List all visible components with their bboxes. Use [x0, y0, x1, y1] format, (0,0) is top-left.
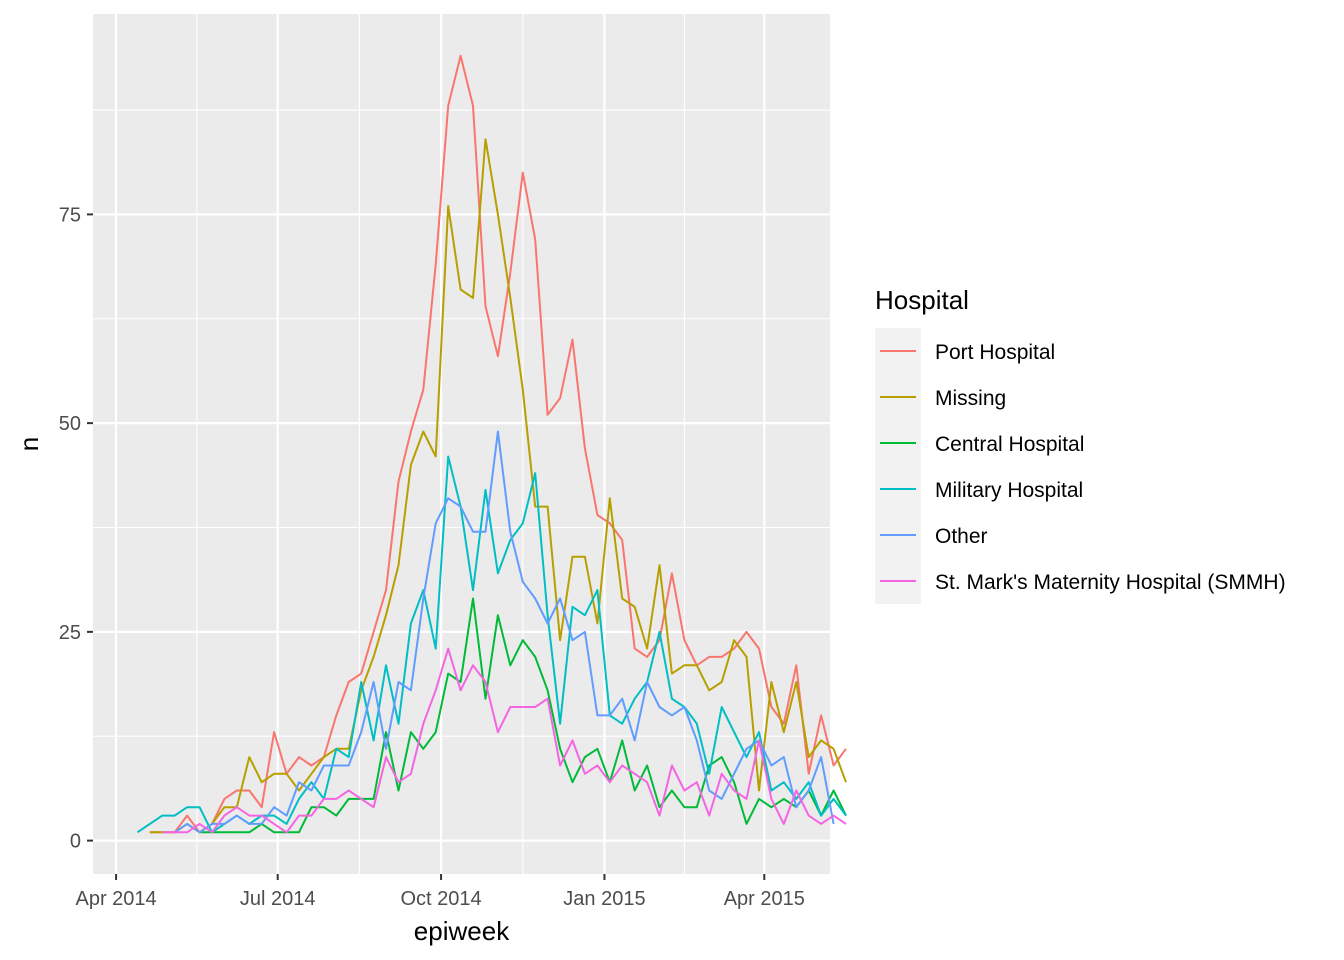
x-tick-label: Jul 2014 — [240, 888, 316, 910]
series-line-missing — [149, 138, 847, 834]
legend-label-central-hospital: Central Hospital — [935, 433, 1084, 456]
legend-label-port-hospital: Port Hospital — [935, 341, 1055, 364]
x-tick-label: Oct 2014 — [400, 888, 481, 910]
y-axis-title: n — [14, 437, 44, 451]
legend-title: Hospital — [875, 285, 969, 315]
legend-label-other: Other — [935, 525, 988, 548]
legend-label-st-mark-s-maternity-hospital-smmh: St. Mark's Maternity Hospital (SMMH) — [935, 571, 1286, 594]
y-tick-label: 0 — [70, 831, 81, 853]
series-line-military-hospital — [136, 455, 847, 834]
y-tick-label: 75 — [59, 204, 81, 226]
legend-items: Port Hospital Missing Central Hospital Mili… — [880, 341, 1286, 594]
x-axis-title: epiweek — [414, 916, 510, 946]
x-tick-label: Apr 2015 — [724, 888, 805, 910]
legend-label-military-hospital: Military Hospital — [935, 479, 1083, 502]
legend-key-background — [875, 328, 921, 604]
legend-label-missing: Missing — [935, 387, 1006, 410]
x-axis: Apr 2014 Jul 2014 Oct 2014 Jan 2015 Apr 2015 — [76, 874, 805, 910]
major-gridlines — [93, 14, 830, 874]
y-tick-label: 25 — [59, 622, 81, 644]
plot-panel — [93, 14, 830, 874]
series-lines — [136, 54, 847, 834]
series-line-other — [174, 430, 835, 834]
series-line-st-mark-s-maternity-hospital-smmh — [162, 647, 847, 834]
minor-gridlines — [93, 14, 830, 874]
x-tick-label: Jan 2015 — [563, 888, 645, 910]
legend: Hospital Port Hospital Missing Central Hos… — [875, 285, 1286, 604]
y-tick-label: 50 — [59, 413, 81, 435]
x-tick-label: Apr 2014 — [76, 888, 157, 910]
y-axis: 0 25 50 75 — [59, 204, 93, 853]
